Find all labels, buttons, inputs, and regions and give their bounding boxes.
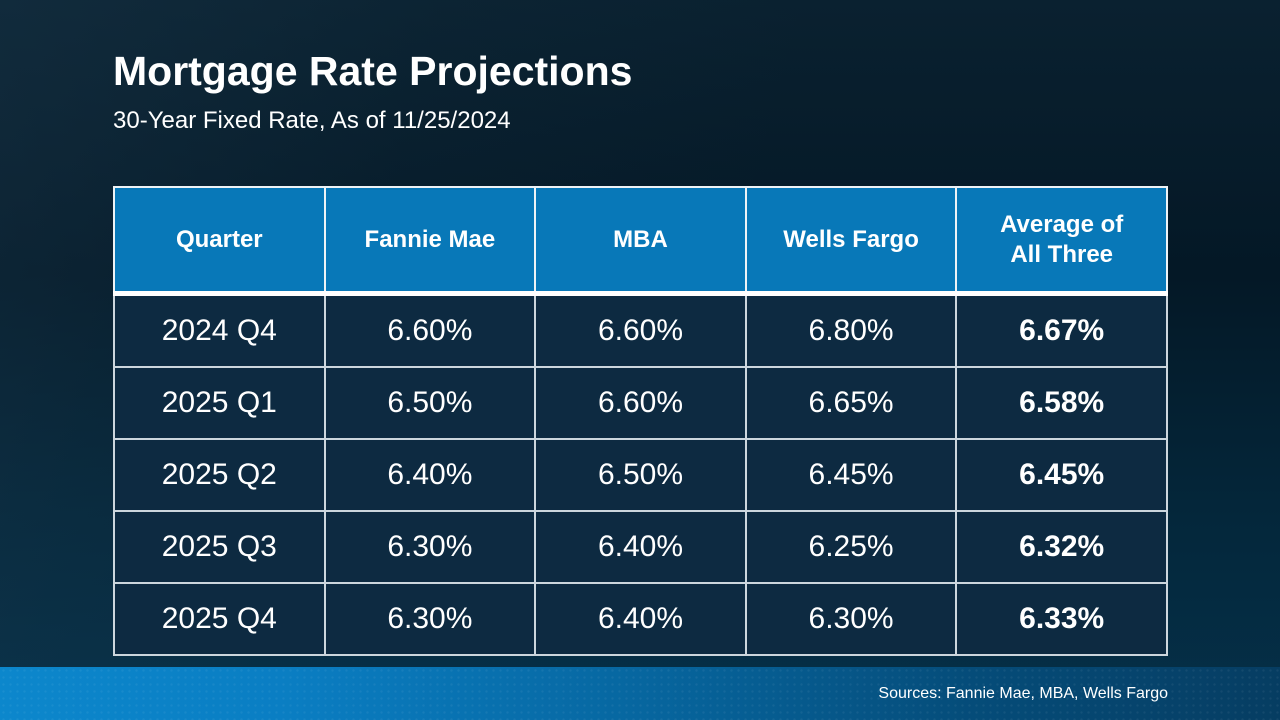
sources-note: Sources: Fannie Mae, MBA, Wells Fargo — [878, 685, 1168, 702]
column-header-quarter: Quarter — [113, 186, 326, 296]
cell-quarter: 2025 Q2 — [113, 438, 326, 512]
table-header-row: Quarter Fannie Mae MBA Wells Fargo Avera… — [113, 186, 1168, 296]
table-row: 2025 Q3 6.30% 6.40% 6.25% 6.32% — [113, 510, 1168, 584]
cell-fannie-mae: 6.30% — [323, 510, 537, 584]
table-row: 2025 Q2 6.40% 6.50% 6.45% 6.45% — [113, 438, 1168, 512]
page-title: Mortgage Rate Projections — [113, 48, 633, 94]
cell-average: 6.32% — [955, 510, 1168, 584]
cell-fannie-mae: 6.60% — [323, 292, 537, 368]
table-row: 2025 Q4 6.30% 6.40% 6.30% 6.33% — [113, 582, 1168, 656]
cell-mba: 6.40% — [534, 582, 747, 656]
cell-mba: 6.60% — [534, 292, 747, 368]
cell-quarter: 2025 Q3 — [113, 510, 326, 584]
page-subtitle: 30-Year Fixed Rate, As of 11/25/2024 — [113, 107, 511, 134]
table-row: 2025 Q1 6.50% 6.60% 6.65% 6.58% — [113, 366, 1168, 440]
cell-mba: 6.60% — [534, 366, 747, 440]
cell-average: 6.67% — [955, 292, 1168, 368]
column-header-wells-fargo: Wells Fargo — [744, 186, 958, 296]
column-header-mba: MBA — [534, 186, 747, 296]
cell-quarter: 2024 Q4 — [113, 292, 326, 368]
cell-fannie-mae: 6.40% — [323, 438, 537, 512]
cell-average: 6.58% — [955, 366, 1168, 440]
footer-accent-bar: Sources: Fannie Mae, MBA, Wells Fargo — [0, 667, 1280, 720]
table-row: 2024 Q4 6.60% 6.60% 6.80% 6.67% — [113, 292, 1168, 368]
table-header: Quarter Fannie Mae MBA Wells Fargo Avera… — [113, 186, 1168, 296]
cell-average: 6.33% — [955, 582, 1168, 656]
table-body: 2024 Q4 6.60% 6.60% 6.80% 6.67% 2025 Q1 … — [113, 292, 1168, 656]
cell-fannie-mae: 6.50% — [323, 366, 537, 440]
cell-wells-fargo: 6.45% — [744, 438, 958, 512]
cell-quarter: 2025 Q1 — [113, 366, 326, 440]
cell-wells-fargo: 6.25% — [744, 510, 958, 584]
cell-mba: 6.40% — [534, 510, 747, 584]
cell-average: 6.45% — [955, 438, 1168, 512]
cell-fannie-mae: 6.30% — [323, 582, 537, 656]
mortgage-rate-table: Quarter Fannie Mae MBA Wells Fargo Avera… — [113, 186, 1168, 656]
cell-quarter: 2025 Q4 — [113, 582, 326, 656]
column-header-average: Average of All Three — [955, 186, 1168, 296]
cell-wells-fargo: 6.65% — [744, 366, 958, 440]
cell-mba: 6.50% — [534, 438, 747, 512]
cell-wells-fargo: 6.80% — [744, 292, 958, 368]
cell-wells-fargo: 6.30% — [744, 582, 958, 656]
column-header-fannie-mae: Fannie Mae — [323, 186, 537, 296]
